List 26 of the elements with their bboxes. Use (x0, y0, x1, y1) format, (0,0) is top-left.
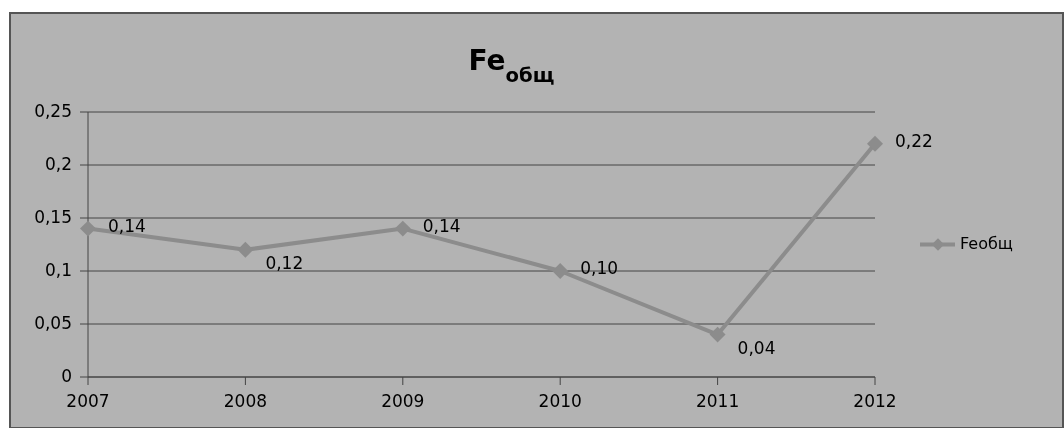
y-tick-label: 0,05 (34, 313, 72, 333)
y-tick-label: 0,15 (34, 207, 72, 227)
y-tick-label: 0,1 (44, 260, 72, 280)
data-label: 0,12 (265, 252, 304, 273)
data-label: 0,04 (737, 337, 776, 358)
x-tick-label: 2010 (538, 391, 582, 411)
y-tick-label: 0,2 (44, 154, 72, 174)
x-tick-label: 2007 (66, 391, 110, 411)
x-tick-label: 2011 (695, 391, 740, 411)
data-label: 0,14 (108, 215, 146, 236)
point (394, 220, 411, 237)
legend-label: Feобщ (960, 234, 1013, 253)
point (709, 326, 726, 343)
x-tick-label: 2012 (853, 391, 897, 411)
y-tick-label: 0 (61, 366, 72, 386)
data-label: 0,14 (422, 215, 461, 236)
y-tick-label: 0,25 (34, 101, 72, 121)
x-tick-label: 2009 (381, 391, 425, 411)
x-tick-label: 2008 (223, 391, 268, 411)
point (552, 263, 569, 279)
point (867, 135, 883, 152)
chart-title: Fe$_{общ}$ (468, 44, 555, 87)
point (80, 220, 96, 237)
data-label: 0,22 (895, 130, 933, 151)
data-label: 0,10 (580, 258, 619, 278)
point (237, 241, 254, 258)
